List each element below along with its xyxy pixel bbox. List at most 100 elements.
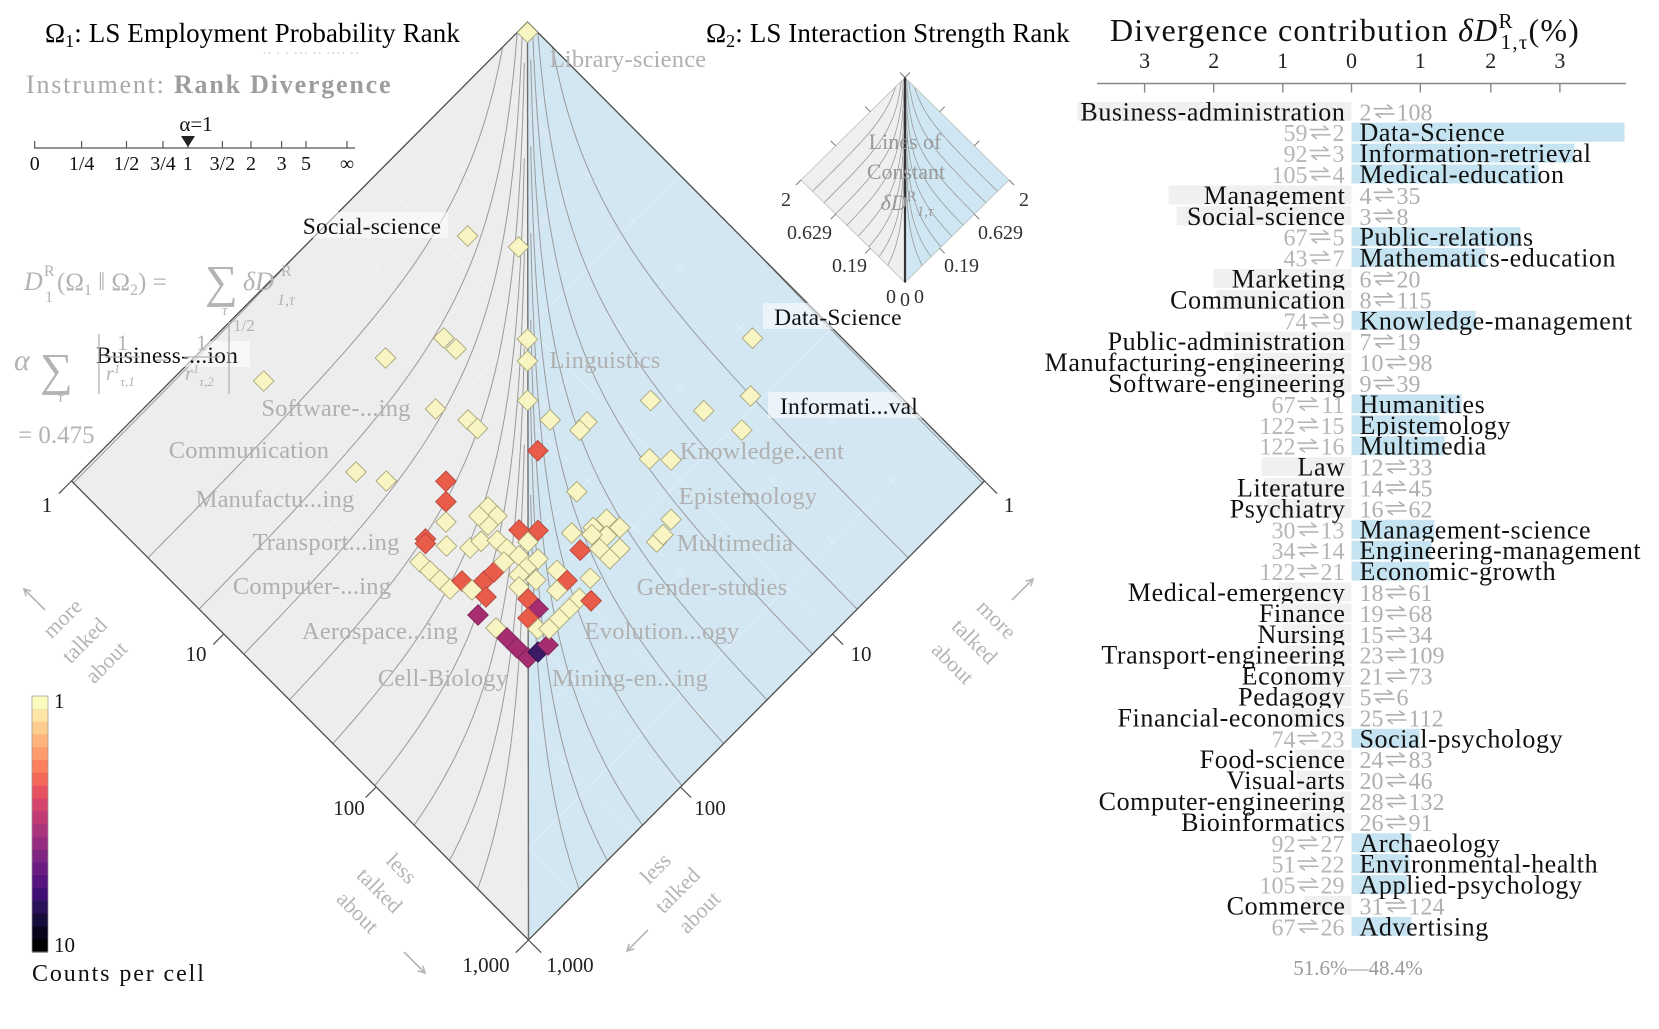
svg-text:Ω2: LS Interaction Strength R: Ω2: LS Interaction Strength Rank (706, 18, 1070, 51)
svg-text:35: 35 (1397, 184, 1421, 210)
svg-text:10: 10 (1360, 351, 1384, 377)
svg-text:132: 132 (1409, 790, 1445, 816)
svg-text:Cell-Biology: Cell-Biology (378, 665, 509, 692)
svg-text:Business-administration: Business-administration (1080, 97, 1345, 126)
svg-text:Transport...ing: Transport...ing (252, 529, 399, 556)
svg-text:15: 15 (1321, 414, 1345, 440)
svg-text:Knowledge-management: Knowledge-management (1360, 306, 1634, 335)
svg-text:3/2: 3/2 (210, 153, 236, 175)
svg-text:14: 14 (1321, 539, 1345, 565)
svg-text:Linguistics: Linguistics (549, 347, 660, 374)
svg-text:Management-science: Management-science (1360, 515, 1592, 544)
svg-text:Humanities: Humanities (1360, 390, 1486, 419)
svg-text:5: 5 (301, 153, 311, 175)
svg-text:19: 19 (1360, 602, 1384, 628)
svg-text:73: 73 (1409, 665, 1433, 691)
svg-text:0: 0 (1346, 48, 1357, 73)
svg-text:2: 2 (781, 189, 791, 211)
svg-text:25: 25 (1360, 706, 1384, 732)
svg-text:22: 22 (1321, 853, 1345, 879)
svg-text:0: 0 (886, 286, 896, 308)
svg-text:105: 105 (1260, 874, 1296, 900)
svg-text:108: 108 (1397, 100, 1433, 126)
svg-text:68: 68 (1409, 602, 1433, 628)
svg-text:3: 3 (1554, 48, 1565, 73)
svg-text:67: 67 (1272, 915, 1296, 941)
svg-text:Business-...ion: Business-...ion (96, 343, 238, 369)
svg-text:Manufactu...ing: Manufactu...ing (196, 486, 355, 513)
svg-text:15: 15 (1360, 623, 1384, 649)
svg-text:5: 5 (1333, 226, 1345, 252)
svg-text:3: 3 (1139, 48, 1150, 73)
svg-text:13: 13 (1321, 518, 1345, 544)
svg-text:Archaeology: Archaeology (1360, 829, 1501, 858)
svg-text:100: 100 (333, 796, 365, 820)
svg-text:Library-science: Library-science (550, 46, 707, 73)
svg-text:67: 67 (1272, 393, 1296, 419)
svg-text:Public-relations: Public-relations (1360, 223, 1534, 252)
svg-text:14: 14 (1360, 477, 1384, 503)
svg-text:Aerospace...ing: Aerospace...ing (302, 618, 458, 645)
svg-text:Visual-arts: Visual-arts (1226, 766, 1345, 795)
svg-text:Knowledge...ent: Knowledge...ent (680, 438, 844, 465)
svg-text:8: 8 (1360, 288, 1372, 314)
svg-text:7: 7 (1333, 247, 1345, 273)
svg-text:115: 115 (1397, 288, 1432, 314)
svg-text:Gender-studies: Gender-studies (637, 574, 788, 601)
svg-text:0.19: 0.19 (944, 255, 979, 277)
svg-text:Medical-emergency: Medical-emergency (1128, 578, 1346, 607)
svg-text:Informati...val: Informati...val (780, 394, 918, 420)
svg-text:7: 7 (1360, 330, 1372, 356)
svg-text:74: 74 (1272, 727, 1296, 753)
svg-text:98: 98 (1409, 351, 1433, 377)
svg-text:1: 1 (117, 330, 128, 355)
svg-text:Computer-...ing: Computer-...ing (233, 573, 391, 600)
svg-text:Multimedia: Multimedia (677, 530, 793, 557)
svg-text:Bioinformatics: Bioinformatics (1181, 808, 1345, 837)
svg-text:Transport-engineering: Transport-engineering (1101, 641, 1345, 670)
svg-text:45: 45 (1409, 477, 1433, 503)
svg-text:1: 1 (42, 493, 53, 517)
svg-text:Mining-en...ing: Mining-en...ing (552, 665, 708, 692)
svg-text:Management: Management (1204, 181, 1346, 210)
svg-text:δD: δD (243, 267, 274, 296)
svg-text:4: 4 (1360, 184, 1372, 210)
svg-text:34: 34 (1409, 623, 1433, 649)
svg-text:Software-...ing: Software-...ing (261, 395, 410, 422)
svg-text:Data-Science: Data-Science (1360, 118, 1506, 147)
svg-text:28: 28 (1360, 790, 1384, 816)
svg-text:105: 105 (1272, 163, 1308, 189)
svg-text:4: 4 (1333, 163, 1345, 189)
svg-text:6: 6 (1360, 268, 1372, 294)
svg-text:26: 26 (1321, 915, 1345, 941)
svg-text:Information-retrieval: Information-retrieval (1360, 139, 1592, 168)
svg-text:23: 23 (1321, 727, 1345, 753)
svg-text:Epistemology: Epistemology (1360, 411, 1512, 440)
svg-text:30: 30 (1272, 518, 1296, 544)
svg-text:21: 21 (1321, 560, 1345, 586)
svg-text:92: 92 (1284, 142, 1308, 168)
svg-text:3: 3 (1333, 142, 1345, 168)
svg-text:R: R (44, 263, 55, 280)
svg-text:18: 18 (1360, 581, 1384, 607)
svg-text:2: 2 (1360, 100, 1372, 126)
svg-text:Lines of: Lines of (869, 129, 942, 154)
svg-text:1: 1 (183, 153, 193, 175)
svg-text:1,000: 1,000 (546, 953, 593, 977)
svg-text:61: 61 (1409, 581, 1433, 607)
svg-text:Advertising: Advertising (1360, 912, 1489, 941)
svg-text:Pedagogy: Pedagogy (1238, 683, 1345, 712)
svg-text:Epistemology: Epistemology (679, 483, 818, 510)
svg-text:Instrument: Rank Divergence: Instrument: Rank Divergence (26, 70, 392, 99)
svg-text:51: 51 (1272, 853, 1296, 879)
svg-text:Food-science: Food-science (1200, 745, 1346, 774)
svg-text:122: 122 (1260, 414, 1296, 440)
svg-text:1,000: 1,000 (462, 953, 509, 977)
svg-text:2: 2 (1485, 48, 1496, 73)
svg-text:74: 74 (1284, 309, 1308, 335)
svg-text:−: − (155, 348, 169, 374)
svg-text:Mathematics-education: Mathematics-education (1360, 244, 1617, 273)
svg-text:∑: ∑ (40, 344, 73, 395)
svg-text:3: 3 (277, 153, 287, 175)
svg-text:5: 5 (1360, 686, 1372, 712)
